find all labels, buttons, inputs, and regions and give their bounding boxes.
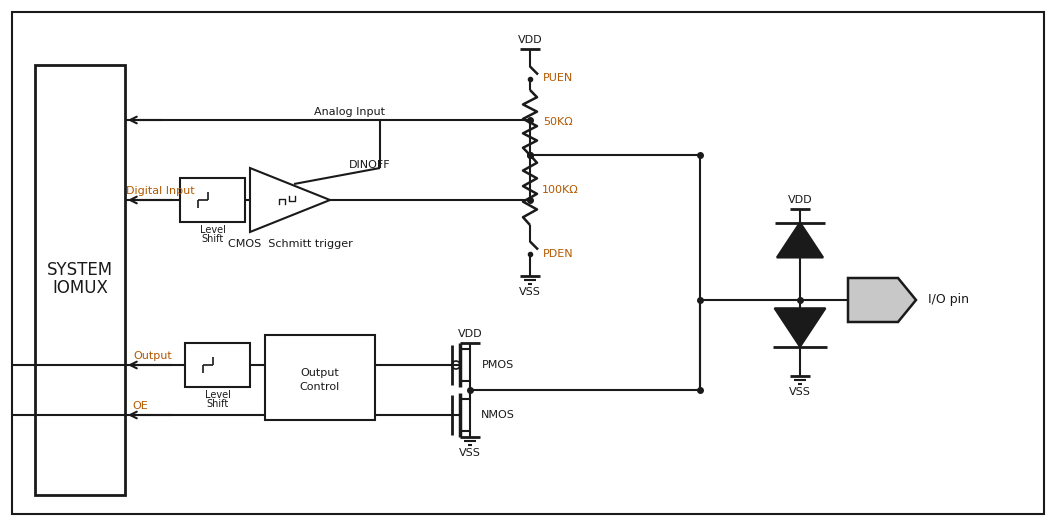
Text: I/O pin: I/O pin	[927, 294, 968, 307]
Text: VDD: VDD	[517, 35, 543, 45]
Bar	[265, 335, 375, 420]
Text: Digital Input: Digital Input	[126, 186, 194, 196]
Text: Control: Control	[300, 381, 340, 391]
Text: VSS: VSS	[789, 387, 811, 397]
Polygon shape	[777, 222, 823, 258]
Text: SYSTEM: SYSTEM	[46, 261, 113, 279]
Text: IOMUX: IOMUX	[52, 279, 108, 297]
Bar	[185, 343, 250, 387]
Text: 100KΩ: 100KΩ	[542, 185, 579, 195]
Text: DINOFF: DINOFF	[350, 160, 391, 170]
Text: CMOS  Schmitt trigger: CMOS Schmitt trigger	[228, 239, 353, 249]
Text: VSS: VSS	[459, 448, 480, 458]
Text: Level: Level	[200, 225, 225, 235]
Text: PUEN: PUEN	[543, 73, 573, 83]
Text: NMOS: NMOS	[482, 410, 515, 420]
Text: Output: Output	[301, 368, 339, 378]
Text: PMOS: PMOS	[482, 360, 514, 370]
Polygon shape	[250, 168, 329, 232]
Polygon shape	[848, 278, 916, 322]
Text: Shift: Shift	[206, 399, 229, 409]
Text: Analog Input: Analog Input	[315, 107, 385, 117]
Text: Level: Level	[205, 390, 230, 400]
Bar	[180, 178, 245, 222]
Text: 50KΩ: 50KΩ	[543, 117, 572, 127]
Bar	[35, 65, 125, 495]
Text: OE: OE	[132, 401, 148, 411]
Text: Shift: Shift	[202, 234, 224, 244]
Text: VSS: VSS	[520, 287, 541, 297]
Text: VDD: VDD	[788, 195, 812, 205]
Text: Output: Output	[134, 351, 172, 361]
Polygon shape	[775, 308, 826, 347]
Text: VDD: VDD	[457, 329, 483, 339]
Text: PDEN: PDEN	[543, 249, 573, 259]
